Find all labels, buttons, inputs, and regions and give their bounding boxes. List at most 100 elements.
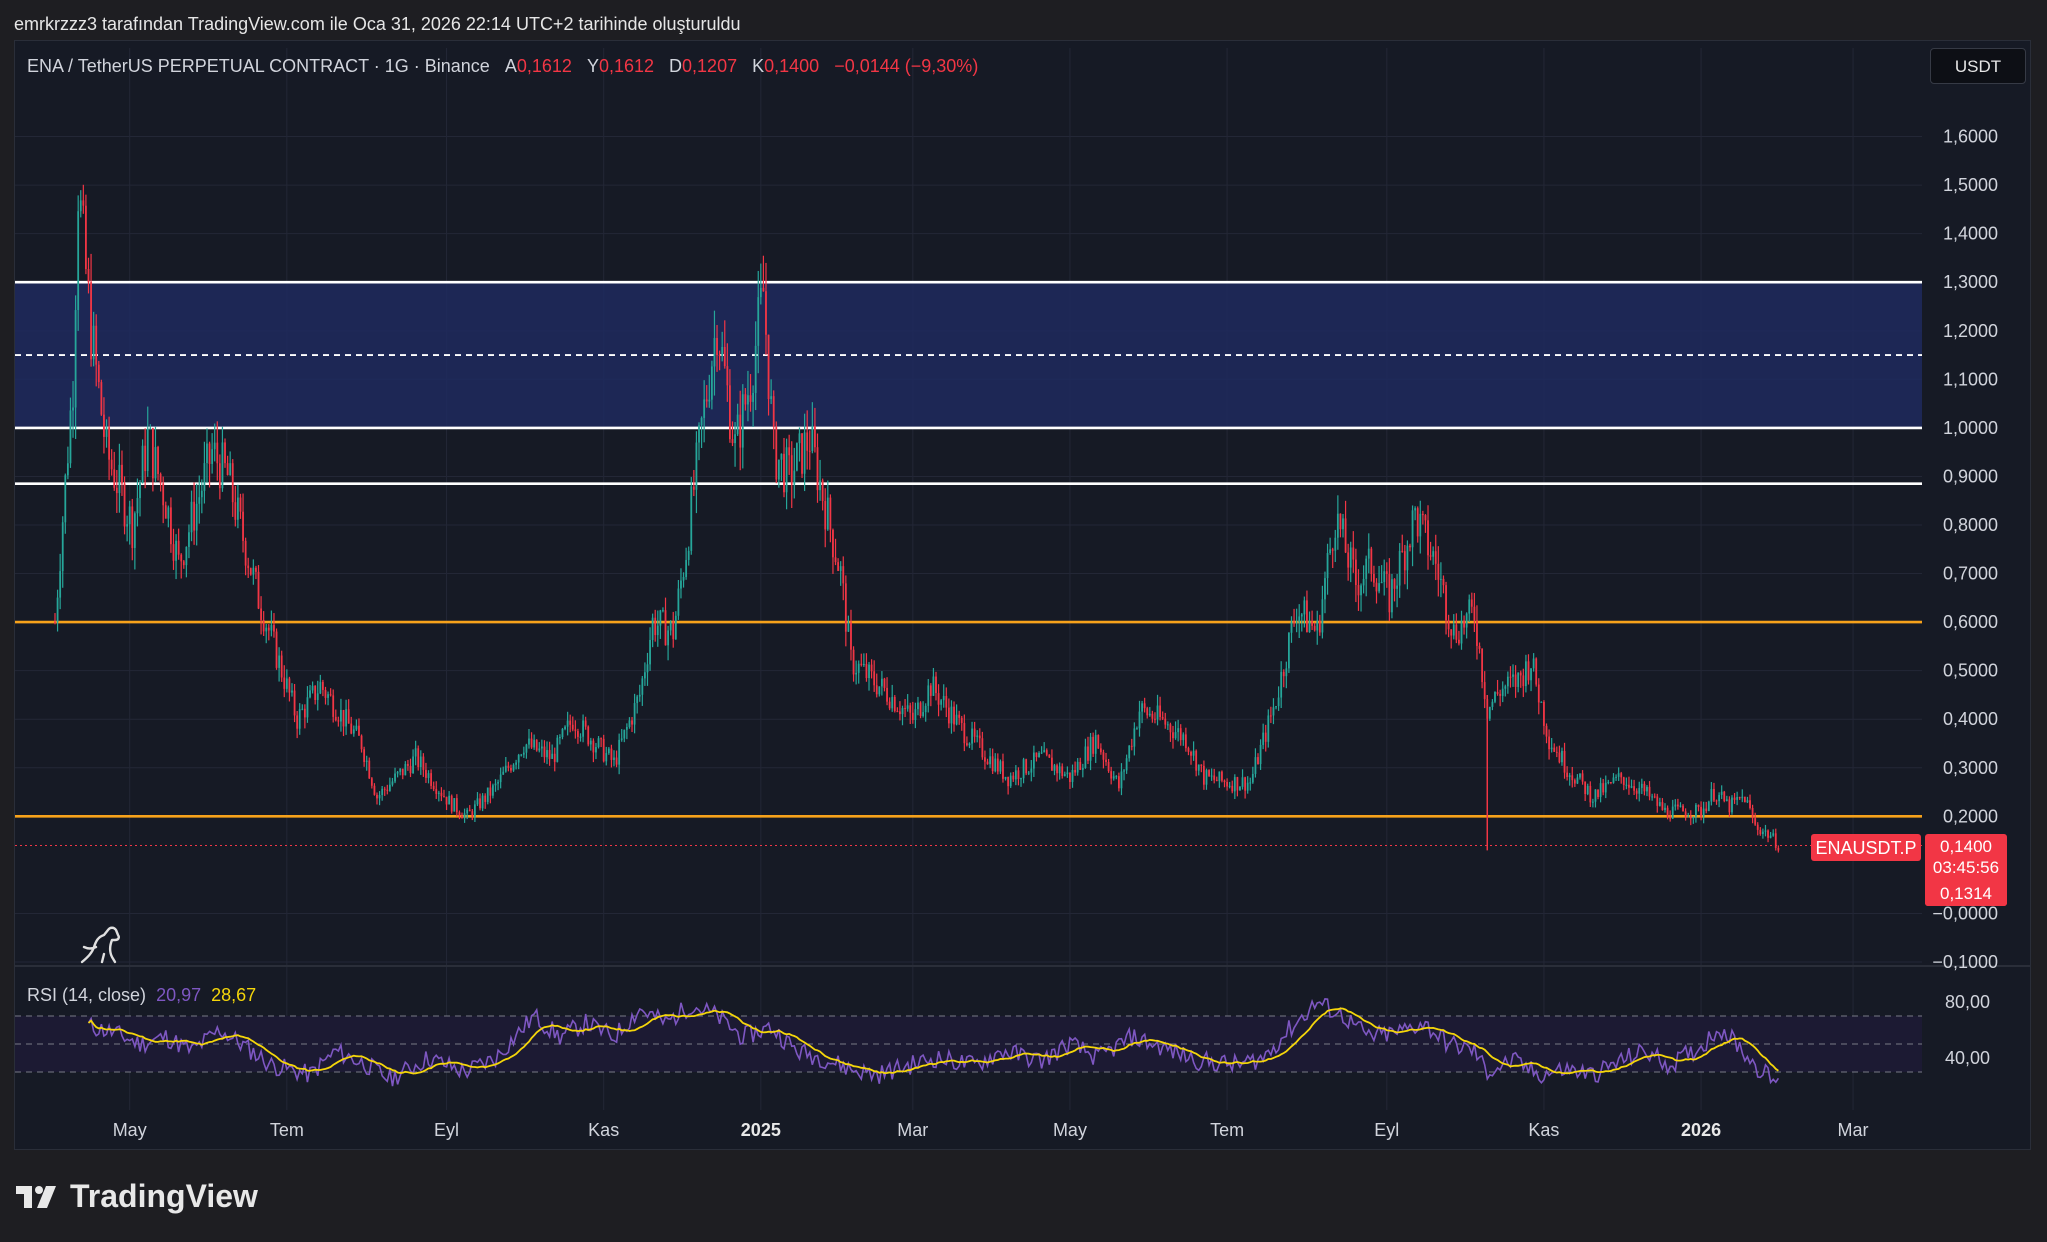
time-axis: May Tem Eyl Kas 2025 Mar May Tem Eyl Kas 2026 Mar [113, 1120, 1869, 1140]
candle-body [1303, 600, 1306, 615]
candle-body [651, 617, 654, 640]
candle-body [59, 571, 62, 598]
candle-body [188, 532, 190, 547]
candle-body [775, 426, 778, 480]
candle-body [553, 753, 556, 762]
candle-body [922, 712, 925, 717]
candle-body [803, 432, 806, 474]
candle-body [252, 567, 255, 575]
candle-body [1393, 579, 1396, 589]
candle-body [236, 497, 239, 520]
candle-body [319, 681, 322, 694]
candle-body [1664, 807, 1666, 811]
candle-body [698, 425, 700, 443]
candle-body [247, 565, 250, 569]
candle-body [327, 694, 329, 698]
candle-body [793, 470, 796, 485]
candle-body [832, 529, 834, 558]
candle-body [1112, 776, 1115, 779]
candle-body [561, 728, 564, 738]
candle-body [1203, 765, 1205, 785]
candle-body [1154, 718, 1156, 720]
candle-body [383, 788, 386, 790]
candle-body [1658, 802, 1661, 806]
candle-body [589, 740, 592, 745]
rsi-label[interactable]: RSI (14, close) [27, 985, 147, 1005]
candle-body [1053, 765, 1056, 771]
candle-body [1236, 777, 1239, 791]
candle-body [95, 325, 98, 365]
candle-body [1105, 759, 1107, 762]
candle-body [1342, 518, 1344, 530]
candle-body [680, 580, 682, 589]
candle-body [574, 729, 577, 732]
candle-body [739, 414, 742, 448]
candle-body [631, 720, 633, 725]
candle-body [342, 709, 345, 727]
candle-body [1718, 794, 1721, 802]
candle-body [935, 676, 937, 694]
candle-body [1674, 804, 1677, 807]
candle-body [1009, 775, 1012, 787]
candle-body [1164, 718, 1167, 725]
candle-body [314, 685, 317, 701]
candle-body [1476, 620, 1478, 646]
candle-body [1161, 716, 1164, 719]
y-tick-label: 0,2000 [1943, 806, 1998, 826]
candle-body [368, 760, 371, 779]
candle-body [1360, 585, 1362, 596]
candle-body [229, 463, 232, 476]
candle-body [1184, 734, 1187, 749]
candle-body [1555, 751, 1558, 753]
currency-button[interactable]: USDT [1930, 48, 2026, 84]
candle-body [1633, 786, 1635, 791]
candle-body [430, 773, 432, 786]
candle-body [249, 568, 252, 575]
candle-body [97, 364, 100, 383]
candle-body [1610, 781, 1612, 783]
candle-body [1038, 752, 1040, 758]
x-tick-label: 2026 [1681, 1120, 1721, 1140]
candle-body [860, 663, 863, 666]
y-tick-label: 1,3000 [1943, 272, 1998, 292]
candle-body [484, 795, 487, 802]
candle-body [1506, 676, 1509, 687]
candle-body [592, 740, 595, 753]
candle-body [613, 757, 615, 760]
candle-body [958, 714, 961, 718]
countdown-value: 03:45:56 [1933, 858, 1999, 877]
candle-body [1318, 620, 1321, 633]
rsi-tick-label: 40,00 [1945, 1048, 1990, 1068]
candle-body [211, 449, 214, 464]
candle-body [1411, 510, 1414, 548]
candle-body [1061, 766, 1064, 776]
tradingview-logo[interactable]: TradingView [16, 1178, 258, 1215]
candle-body [929, 685, 932, 696]
rsi-ma-line [87, 1007, 1779, 1075]
symbol-title[interactable]: ENA / TetherUS PERPETUAL CONTRACT · 1G ·… [27, 56, 490, 76]
candle-body [770, 396, 773, 400]
candle-body [819, 480, 821, 491]
candle-body [1424, 515, 1427, 521]
candle-body [716, 337, 718, 356]
x-tick-label: Eyl [1374, 1120, 1399, 1140]
candle-body [72, 407, 74, 411]
candle-body [1571, 775, 1574, 781]
candle-body [141, 445, 144, 483]
candle-body [74, 310, 77, 408]
candle-body [1483, 682, 1486, 700]
candle-body [1169, 724, 1172, 733]
candle-body [535, 739, 538, 751]
candle-body [976, 735, 979, 737]
candle-body [1491, 701, 1494, 707]
candle-body [1689, 816, 1692, 819]
candle-body [298, 709, 301, 729]
candle-body [1558, 752, 1561, 763]
candle-body [404, 763, 407, 776]
candle-body [244, 540, 247, 566]
candle-body [914, 709, 917, 721]
candle-body [144, 445, 147, 472]
candle-body [597, 738, 600, 748]
candle-body [777, 459, 780, 480]
